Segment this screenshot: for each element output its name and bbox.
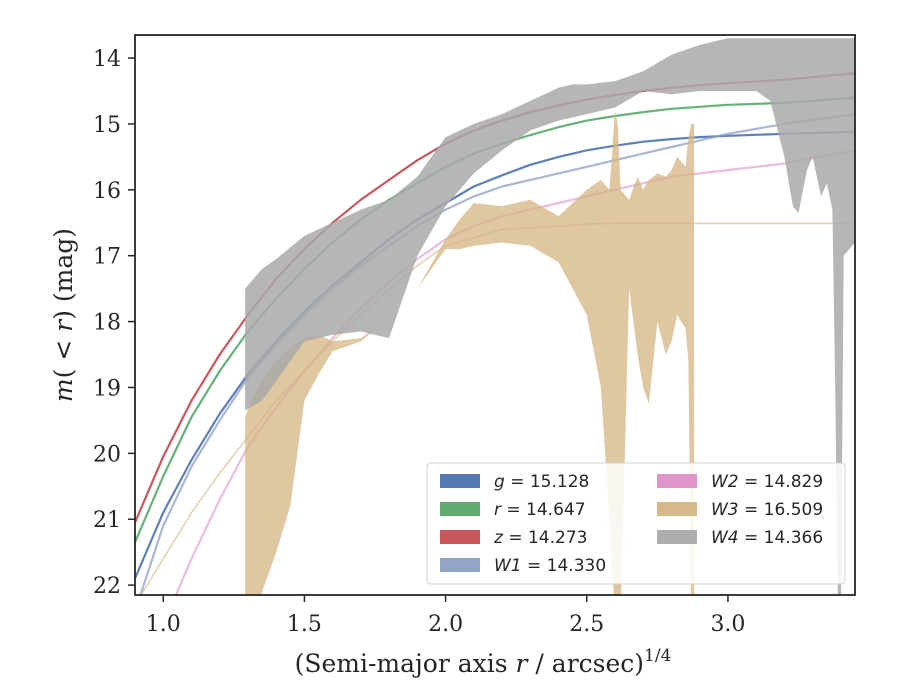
legend-item-g: g = 15.128 <box>440 472 589 492</box>
legend-label: W2 = 14.829 <box>711 472 823 492</box>
y-tick-label: 14 <box>93 47 121 72</box>
y-tick-label: 19 <box>93 376 121 401</box>
y-axis: 14 15 16 17 18 19 20 21 22 <box>93 47 135 599</box>
y-tick-label: 22 <box>93 574 121 599</box>
legend-swatch <box>440 530 480 544</box>
legend-swatch <box>657 474 697 488</box>
legend-label: W3 = 16.509 <box>711 500 823 520</box>
line-w3 <box>140 222 855 595</box>
legend-label: W1 = 14.330 <box>494 556 606 576</box>
legend-item-w4: W4 = 14.366 <box>657 528 823 548</box>
y-tick-label: 18 <box>93 311 121 336</box>
x-tick-label: 2.0 <box>428 612 463 637</box>
y-axis-label: m( < r) (mag) <box>49 228 78 402</box>
x-tick-label: 1.0 <box>146 612 181 637</box>
line-g <box>135 130 855 579</box>
legend-label: W4 = 14.366 <box>711 528 823 548</box>
legend-swatch <box>440 558 480 572</box>
legend-label: r = 14.647 <box>494 500 586 520</box>
legend-item-w2: W2 = 14.829 <box>657 472 823 492</box>
axes-frame <box>134 34 856 596</box>
legend-item-r: r = 14.647 <box>440 500 586 520</box>
legend-label: g = 15.128 <box>494 472 589 492</box>
band-w4 <box>245 38 855 595</box>
x-tick-label: 1.5 <box>287 612 322 637</box>
x-tick-label: 2.5 <box>569 612 604 637</box>
x-tick-label: 3.0 <box>710 612 745 637</box>
legend-item-w1: W1 = 14.330 <box>440 556 606 576</box>
y-tick-label: 15 <box>93 113 121 138</box>
legend-swatch <box>657 502 697 516</box>
plot-area <box>135 38 855 595</box>
legend-frame <box>426 462 846 585</box>
x-axis-label: (Semi-major axis r / arcsec)1/4 <box>295 646 672 678</box>
x-axis: 1.0 1.5 2.0 2.5 3.0 <box>146 595 745 637</box>
y-tick-label: 20 <box>93 442 121 467</box>
y-tick-label: 17 <box>93 245 121 270</box>
y-tick-label: 21 <box>93 508 121 533</box>
legend-swatch <box>440 502 480 516</box>
legend-item-w3: W3 = 16.509 <box>657 500 823 520</box>
legend-swatch <box>657 530 697 544</box>
legend: g = 15.128 r = 14.647 z = 14.273 W1 = 14.33… <box>426 462 846 585</box>
y-tick-label: 16 <box>93 179 121 204</box>
legend-swatch <box>440 474 480 488</box>
band-w3 <box>245 110 695 595</box>
line-w1 <box>139 113 855 595</box>
legend-label: z = 14.273 <box>493 528 587 548</box>
legend-item-z: z = 14.273 <box>440 528 587 548</box>
